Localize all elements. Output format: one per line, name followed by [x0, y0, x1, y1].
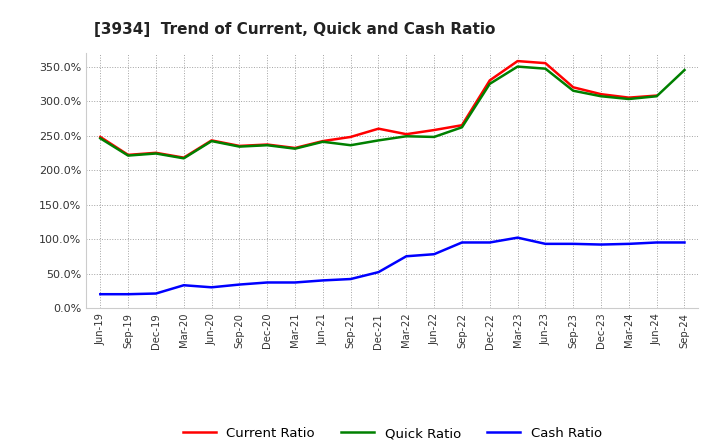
Current Ratio [541, 61, 550, 66]
Current Ratio [624, 95, 633, 100]
Cash Ratio [346, 276, 355, 282]
Current Ratio [124, 152, 132, 158]
Current Ratio [96, 134, 104, 139]
Line: Quick Ratio: Quick Ratio [100, 66, 685, 158]
Quick Ratio [402, 134, 410, 139]
Current Ratio [207, 138, 216, 143]
Quick Ratio [652, 94, 661, 99]
Current Ratio [569, 84, 577, 90]
Quick Ratio [485, 81, 494, 87]
Cash Ratio [179, 282, 188, 288]
Quick Ratio [96, 136, 104, 141]
Cash Ratio [96, 292, 104, 297]
Quick Ratio [541, 66, 550, 71]
Current Ratio [235, 143, 243, 149]
Line: Cash Ratio: Cash Ratio [100, 238, 685, 294]
Quick Ratio [263, 143, 271, 148]
Cash Ratio [291, 280, 300, 285]
Cash Ratio [124, 292, 132, 297]
Quick Ratio [179, 156, 188, 161]
Cash Ratio [624, 241, 633, 246]
Current Ratio [318, 139, 327, 144]
Quick Ratio [597, 94, 606, 99]
Quick Ratio [430, 134, 438, 139]
Cash Ratio [541, 241, 550, 246]
Quick Ratio [458, 125, 467, 130]
Quick Ratio [235, 144, 243, 149]
Quick Ratio [207, 139, 216, 144]
Current Ratio [346, 134, 355, 139]
Cash Ratio [402, 253, 410, 259]
Cash Ratio [152, 291, 161, 296]
Cash Ratio [513, 235, 522, 240]
Current Ratio [179, 155, 188, 160]
Current Ratio [485, 78, 494, 83]
Cash Ratio [652, 240, 661, 245]
Current Ratio [263, 142, 271, 147]
Quick Ratio [624, 96, 633, 102]
Current Ratio [652, 93, 661, 98]
Cash Ratio [235, 282, 243, 287]
Current Ratio [458, 123, 467, 128]
Current Ratio [513, 59, 522, 64]
Line: Current Ratio: Current Ratio [100, 61, 657, 158]
Cash Ratio [569, 241, 577, 246]
Quick Ratio [374, 138, 383, 143]
Cash Ratio [485, 240, 494, 245]
Quick Ratio [318, 139, 327, 144]
Legend: Current Ratio, Quick Ratio, Cash Ratio: Current Ratio, Quick Ratio, Cash Ratio [177, 422, 608, 440]
Cash Ratio [263, 280, 271, 285]
Cash Ratio [318, 278, 327, 283]
Quick Ratio [346, 143, 355, 148]
Current Ratio [291, 145, 300, 150]
Quick Ratio [152, 151, 161, 156]
Current Ratio [152, 150, 161, 155]
Cash Ratio [458, 240, 467, 245]
Cash Ratio [374, 269, 383, 275]
Cash Ratio [430, 252, 438, 257]
Current Ratio [430, 128, 438, 133]
Quick Ratio [291, 146, 300, 151]
Current Ratio [402, 132, 410, 137]
Current Ratio [374, 126, 383, 131]
Cash Ratio [680, 240, 689, 245]
Text: [3934]  Trend of Current, Quick and Cash Ratio: [3934] Trend of Current, Quick and Cash … [94, 22, 495, 37]
Cash Ratio [207, 285, 216, 290]
Current Ratio [597, 92, 606, 97]
Quick Ratio [513, 64, 522, 69]
Quick Ratio [124, 153, 132, 158]
Quick Ratio [569, 88, 577, 93]
Quick Ratio [680, 67, 689, 73]
Cash Ratio [597, 242, 606, 247]
